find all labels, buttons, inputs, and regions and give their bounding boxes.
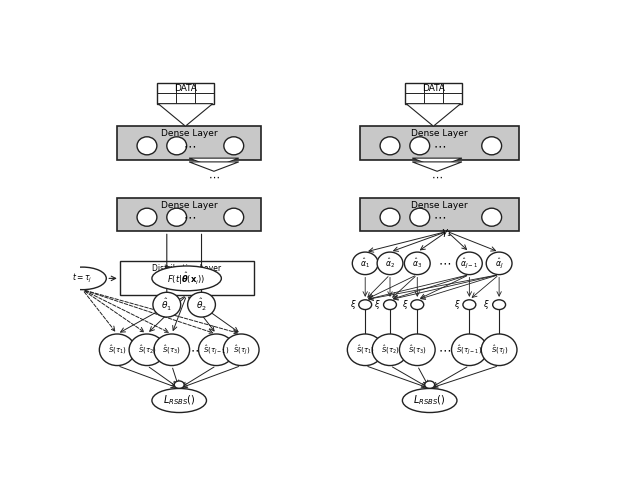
Text: $\hat{S}(\tau_{J-1})$: $\hat{S}(\tau_{J-1})$ — [456, 343, 483, 357]
Ellipse shape — [129, 334, 165, 366]
Ellipse shape — [403, 388, 457, 412]
Text: $\cdots$: $\cdots$ — [182, 139, 196, 152]
Text: $\hat{\alpha}_{J-1}$: $\hat{\alpha}_{J-1}$ — [460, 256, 479, 271]
Text: $L_{RSBS}()$: $L_{RSBS}()$ — [163, 394, 195, 407]
Ellipse shape — [410, 208, 429, 226]
Circle shape — [411, 300, 424, 309]
Text: $\hat{S}(\tau_2)$: $\hat{S}(\tau_2)$ — [381, 344, 399, 356]
FancyBboxPatch shape — [360, 126, 519, 160]
Text: DATA: DATA — [422, 83, 445, 93]
Ellipse shape — [167, 137, 187, 155]
Ellipse shape — [137, 137, 157, 155]
Text: $\hat{S}(\tau_J)$: $\hat{S}(\tau_J)$ — [490, 343, 508, 357]
Ellipse shape — [224, 208, 244, 226]
Text: $\xi$: $\xi$ — [402, 298, 408, 311]
Circle shape — [463, 300, 476, 309]
Text: $\cdots$: $\cdots$ — [438, 257, 451, 270]
Text: $F(t|\hat{\boldsymbol{\theta}}(\mathbf{x}_i))$: $F(t|\hat{\boldsymbol{\theta}}(\mathbf{x… — [168, 270, 206, 286]
Ellipse shape — [154, 334, 189, 366]
Text: Dense Layer: Dense Layer — [161, 129, 218, 138]
Text: $\hat{S}(\tau_3)$: $\hat{S}(\tau_3)$ — [408, 344, 427, 356]
Text: $\hat{\theta}_1$: $\hat{\theta}_1$ — [161, 297, 172, 313]
Ellipse shape — [372, 334, 408, 366]
Text: $\gamma_1$: $\gamma_1$ — [442, 227, 452, 239]
Text: DATA: DATA — [174, 83, 197, 93]
Ellipse shape — [482, 137, 502, 155]
Text: $\xi$: $\xi$ — [483, 298, 490, 311]
Ellipse shape — [348, 334, 383, 366]
FancyBboxPatch shape — [120, 262, 253, 295]
Text: $\hat{S}(\tau_J)$: $\hat{S}(\tau_J)$ — [232, 343, 250, 357]
Text: $\hat{\alpha}_1$: $\hat{\alpha}_1$ — [360, 256, 370, 270]
Circle shape — [359, 300, 372, 309]
Text: $\hat{\alpha}_J$: $\hat{\alpha}_J$ — [495, 256, 504, 271]
Text: Dense Layer: Dense Layer — [161, 201, 218, 210]
FancyBboxPatch shape — [157, 83, 214, 103]
Circle shape — [383, 300, 396, 309]
Text: $\hat{S}(\tau_2)$: $\hat{S}(\tau_2)$ — [138, 344, 156, 356]
Ellipse shape — [399, 334, 435, 366]
FancyBboxPatch shape — [360, 198, 519, 231]
Text: $\hat{S}(\tau_1)$: $\hat{S}(\tau_1)$ — [356, 344, 374, 356]
Text: $\hat{S}(\tau_{J-1})$: $\hat{S}(\tau_{J-1})$ — [204, 343, 230, 357]
Ellipse shape — [223, 334, 259, 366]
Ellipse shape — [481, 334, 517, 366]
Ellipse shape — [59, 267, 106, 290]
Circle shape — [425, 381, 435, 388]
Text: $\hat{\theta}_2$: $\hat{\theta}_2$ — [196, 297, 207, 313]
Ellipse shape — [380, 208, 400, 226]
Ellipse shape — [451, 334, 487, 366]
Text: $\xi$: $\xi$ — [374, 298, 381, 311]
Text: $\cdots$: $\cdots$ — [182, 211, 196, 224]
Polygon shape — [412, 158, 462, 167]
Text: Dense Layer: Dense Layer — [412, 201, 468, 210]
Text: $\hat{\alpha}_3$: $\hat{\alpha}_3$ — [412, 256, 422, 270]
Ellipse shape — [377, 252, 403, 275]
Text: $t = \tau_j$: $t = \tau_j$ — [72, 272, 93, 285]
Ellipse shape — [167, 208, 187, 226]
Polygon shape — [158, 103, 212, 126]
FancyBboxPatch shape — [117, 126, 261, 160]
Text: $L_{RSBS}()$: $L_{RSBS}()$ — [413, 394, 446, 407]
Ellipse shape — [224, 137, 244, 155]
Text: $\xi$: $\xi$ — [349, 298, 356, 311]
Text: $\cdots$: $\cdots$ — [431, 172, 443, 182]
Ellipse shape — [486, 252, 512, 275]
Ellipse shape — [99, 334, 135, 366]
Text: $\cdots$: $\cdots$ — [433, 211, 446, 224]
Ellipse shape — [198, 334, 234, 366]
Text: $\xi$: $\xi$ — [454, 298, 460, 311]
Text: $\cdots$: $\cdots$ — [438, 343, 451, 356]
Ellipse shape — [404, 252, 430, 275]
Circle shape — [493, 300, 506, 309]
Ellipse shape — [153, 292, 180, 317]
Ellipse shape — [188, 292, 216, 317]
Polygon shape — [189, 158, 239, 167]
Ellipse shape — [410, 137, 429, 155]
Text: Dense Layer: Dense Layer — [412, 129, 468, 138]
Text: $\hat{S}(\tau_1)$: $\hat{S}(\tau_1)$ — [108, 344, 127, 356]
Ellipse shape — [152, 388, 207, 412]
Text: $\cdots$: $\cdots$ — [208, 172, 220, 182]
Text: $\cdots$: $\cdots$ — [433, 139, 446, 152]
Text: $\hat{\alpha}_2$: $\hat{\alpha}_2$ — [385, 256, 395, 270]
Polygon shape — [189, 162, 239, 171]
Text: Distribution Layer: Distribution Layer — [152, 264, 221, 273]
Ellipse shape — [456, 252, 483, 275]
Text: $\cdots$: $\cdots$ — [190, 343, 203, 356]
FancyBboxPatch shape — [117, 198, 261, 231]
Ellipse shape — [380, 137, 400, 155]
Polygon shape — [406, 103, 461, 126]
Text: $\hat{S}(\tau_3)$: $\hat{S}(\tau_3)$ — [163, 344, 181, 356]
FancyBboxPatch shape — [405, 83, 462, 103]
Ellipse shape — [152, 266, 221, 291]
Ellipse shape — [137, 208, 157, 226]
Circle shape — [174, 381, 184, 388]
Ellipse shape — [352, 252, 378, 275]
Ellipse shape — [482, 208, 502, 226]
Polygon shape — [412, 162, 462, 171]
